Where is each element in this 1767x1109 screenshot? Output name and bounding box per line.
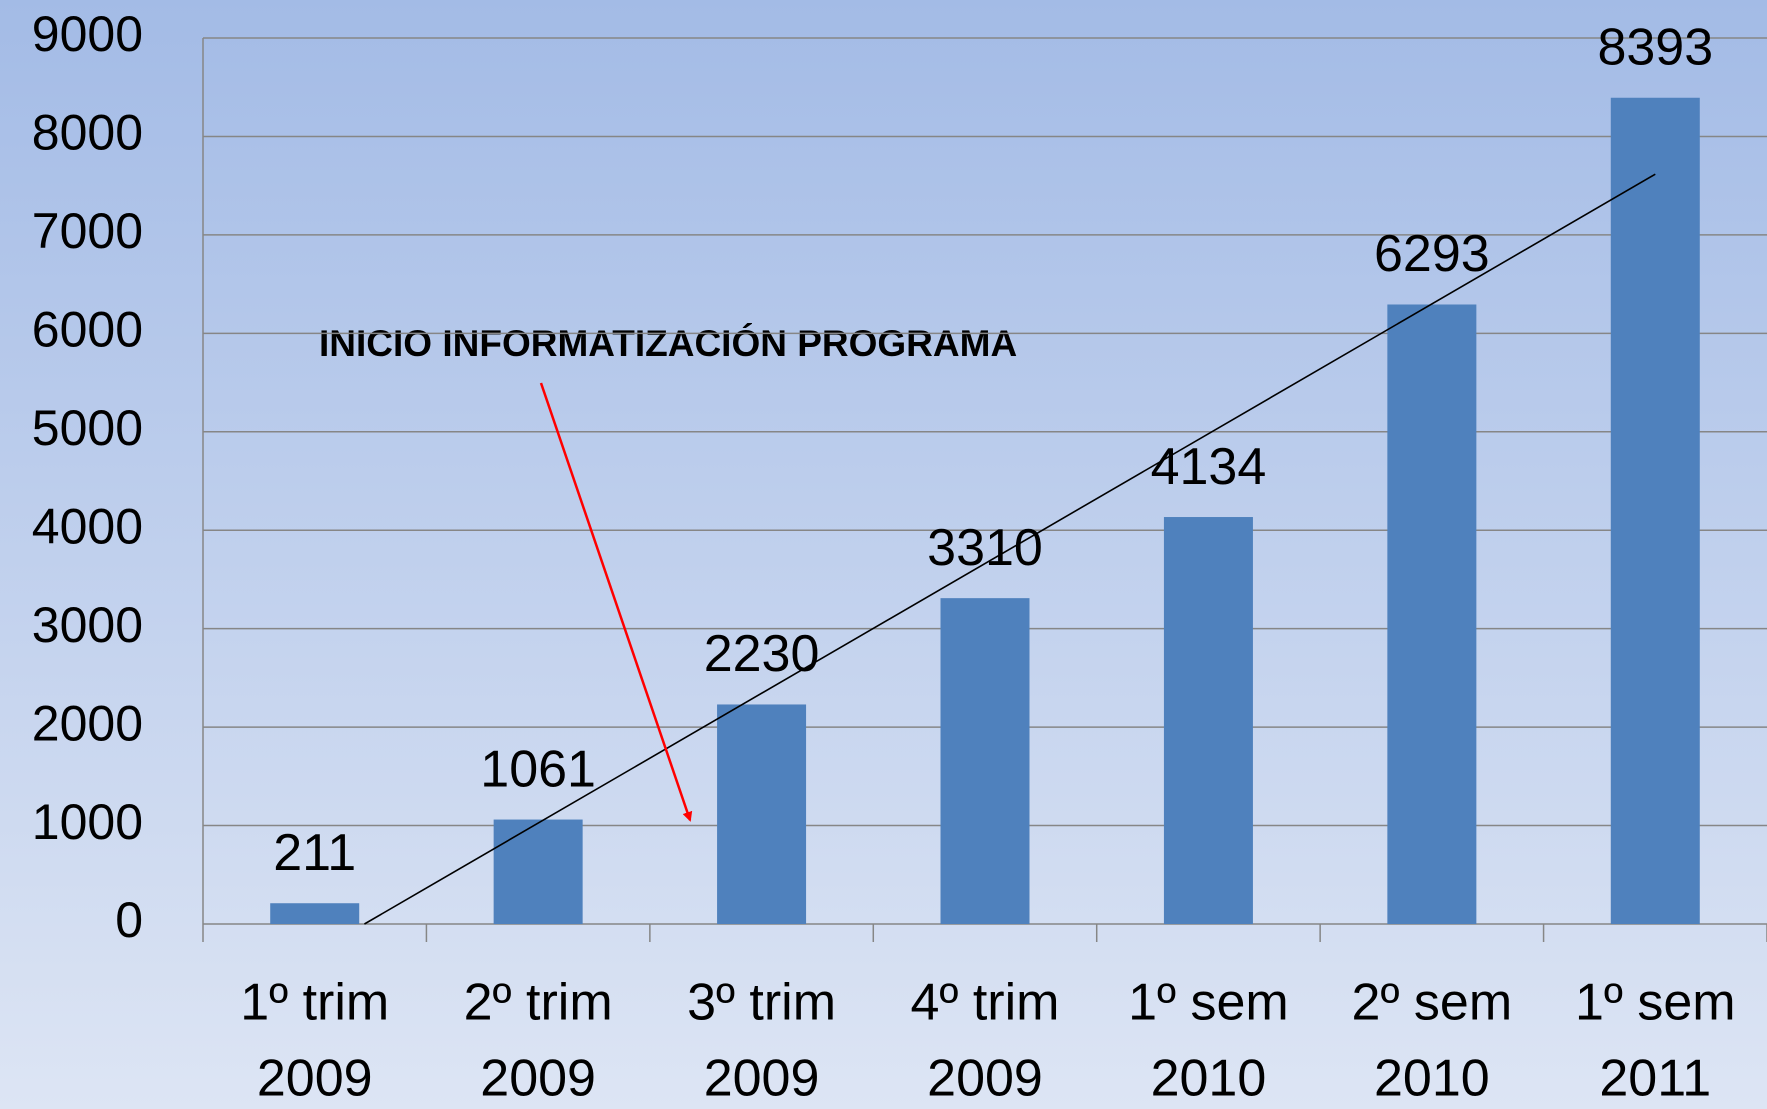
data-label: 211 (273, 824, 356, 882)
x-tick-label: 3º trim (687, 974, 836, 1032)
x-tick-label: 2º sem (1352, 974, 1513, 1032)
y-tick-label: 2000 (32, 695, 143, 751)
x-tick-label: 1º sem (1128, 974, 1289, 1032)
y-tick-label: 9000 (32, 6, 143, 62)
x-tick-label: 1º sem (1575, 974, 1736, 1032)
data-label: 3310 (927, 519, 1043, 577)
y-tick-label: 6000 (32, 302, 143, 358)
data-label: 1061 (480, 740, 596, 798)
data-label: 4134 (1151, 438, 1267, 496)
bar (270, 903, 360, 924)
annotation-arrow (539, 382, 693, 822)
x-tick-label: 1º trim (240, 974, 389, 1032)
y-tick-label: 1000 (32, 794, 143, 850)
x-tick-label: 2010 (1151, 1050, 1267, 1108)
x-tick-label: 2010 (1374, 1050, 1490, 1108)
bar (1163, 517, 1253, 924)
x-tick-label: 2011 (1599, 1050, 1711, 1108)
data-label: 6293 (1374, 225, 1490, 283)
x-tick-label: 2º trim (464, 974, 613, 1032)
y-tick-label: 3000 (32, 597, 143, 653)
trendline (364, 173, 1656, 925)
y-tick-label: 0 (115, 892, 143, 948)
annotation: INICIO INFORMATIZACIÓN PROGRAMA (319, 322, 1017, 364)
data-label: 8393 (1597, 18, 1713, 76)
y-tick-label: 5000 (32, 400, 143, 456)
bar (1610, 97, 1700, 924)
x-tick-label: 2009 (257, 1050, 373, 1108)
data-label: 2230 (704, 625, 820, 683)
x-tick-label: 4º trim (911, 974, 1060, 1032)
bar (717, 704, 807, 924)
y-tick-label: 4000 (32, 498, 143, 554)
x-tick-label: 2009 (480, 1050, 596, 1108)
bar (940, 598, 1030, 924)
bar (1387, 304, 1477, 924)
y-tick-label: 7000 (32, 203, 143, 259)
y-tick-label: 8000 (32, 105, 143, 161)
x-tick-label: 2009 (704, 1050, 820, 1108)
bar (493, 819, 583, 924)
x-tick-label: 2009 (927, 1050, 1043, 1108)
